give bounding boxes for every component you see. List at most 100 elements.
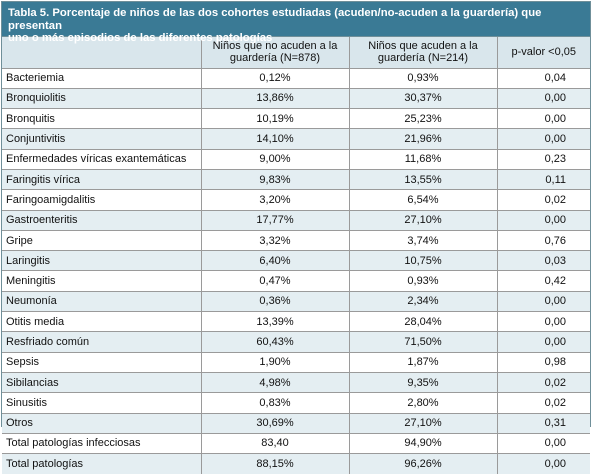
row-label-cell: Otitis media <box>2 311 202 333</box>
p-valor-cell: 0,02 <box>496 392 590 414</box>
p-valor-cell: 0,00 <box>496 128 590 150</box>
p-valor-cell: 0,76 <box>496 229 590 252</box>
guarderia-value-cell: 3,74% <box>348 229 498 252</box>
no-guarderia-value-cell: 83,40 <box>200 432 350 455</box>
guarderia-value-cell: 2,34% <box>348 290 498 313</box>
guarderia-value-cell: 94,90% <box>348 432 498 455</box>
guarderia-value-cell: 9,35% <box>348 371 498 394</box>
row-label-cell: Meningitis <box>2 270 202 292</box>
header-guarderia-line-1: Niños que acuden a la <box>368 40 478 53</box>
table-row: Conjuntivitis 14,10% 21,96% 0,00 <box>2 128 590 150</box>
row-label-cell: Total patologías <box>2 453 202 474</box>
row-label-cell: Laringitis <box>2 250 202 272</box>
p-valor-cell: 0,00 <box>496 331 590 353</box>
guarderia-value-cell: 2,80% <box>348 392 498 414</box>
table-row: Sepsis 1,90% 1,87% 0,98 <box>2 351 590 373</box>
table-row: Neumonía 0,36% 2,34% 0,00 <box>2 290 590 313</box>
guarderia-value-cell: 30,37% <box>348 87 498 110</box>
p-valor-cell: 0,02 <box>496 371 590 394</box>
no-guarderia-value-cell: 0,36% <box>200 290 350 313</box>
no-guarderia-value-cell: 60,43% <box>200 331 350 353</box>
row-label-cell: Total patologías infecciosas <box>2 432 202 455</box>
header-guarderia: Niños que acuden a la guardería (N=214) <box>348 37 498 69</box>
table-row: Faringoamigdalitis 3,20% 6,54% 0,02 <box>2 189 590 211</box>
guarderia-value-cell: 21,96% <box>348 128 498 150</box>
caption-line-2: uno o más episodios de las diferentes pa… <box>8 32 273 44</box>
table-row: Otitis media 13,39% 28,04% 0,00 <box>2 311 590 333</box>
no-guarderia-value-cell: 0,12% <box>200 67 350 89</box>
row-label-cell: Bronquiolitis <box>2 87 202 110</box>
guarderia-value-cell: 27,10% <box>348 209 498 231</box>
guarderia-value-cell: 71,50% <box>348 331 498 353</box>
table-row: Total patologías infecciosas 83,40 94,90% 0… <box>2 432 590 455</box>
row-label-cell: Gripe <box>2 229 202 252</box>
table-row: Bacteriemia 0,12% 0,93% 0,04 <box>2 67 590 89</box>
row-label-cell: Sinusitis <box>2 392 202 414</box>
guarderia-value-cell: 10,75% <box>348 250 498 272</box>
p-valor-cell: 0,00 <box>496 87 590 110</box>
header-no-guarderia: Niños que no acuden a la guardería (N=87… <box>200 37 350 69</box>
header-no-guarderia-line-2: guardería (N=878) <box>229 52 321 65</box>
table-row: Meningitis 0,47% 0,93% 0,42 <box>2 270 590 292</box>
table-row: Gripe 3,32% 3,74% 0,76 <box>2 229 590 252</box>
row-label-cell: Resfriado común <box>2 331 202 353</box>
guarderia-value-cell: 0,93% <box>348 67 498 89</box>
table-row: Sinusitis 0,83% 2,80% 0,02 <box>2 392 590 414</box>
no-guarderia-value-cell: 4,98% <box>200 371 350 394</box>
table-row: Gastroenteritis 17,77% 27,10% 0,00 <box>2 209 590 231</box>
no-guarderia-value-cell: 3,20% <box>200 189 350 211</box>
p-valor-cell: 0,11 <box>496 168 590 191</box>
p-valor-cell: 0,00 <box>496 453 590 474</box>
p-valor-cell: 0,23 <box>496 148 590 170</box>
table-caption: Tabla 5. Porcentaje de niños de las dos … <box>2 2 590 44</box>
p-valor-cell: 0,00 <box>496 311 590 333</box>
row-label-cell: Otros <box>2 412 202 434</box>
p-valor-cell: 0,02 <box>496 189 590 211</box>
no-guarderia-value-cell: 88,15% <box>200 453 350 474</box>
p-valor-cell: 0,00 <box>496 290 590 313</box>
row-label-cell: Neumonía <box>2 290 202 313</box>
no-guarderia-value-cell: 0,47% <box>200 270 350 292</box>
no-guarderia-value-cell: 9,00% <box>200 148 350 170</box>
guarderia-value-cell: 96,26% <box>348 453 498 474</box>
guarderia-value-cell: 27,10% <box>348 412 498 434</box>
guarderia-value-cell: 6,54% <box>348 189 498 211</box>
p-valor-cell: 0,31 <box>496 412 590 434</box>
p-valor-cell: 0,42 <box>496 270 590 292</box>
p-valor-cell: 0,04 <box>496 67 590 89</box>
no-guarderia-value-cell: 13,86% <box>200 87 350 110</box>
no-guarderia-value-cell: 9,83% <box>200 168 350 191</box>
guarderia-value-cell: 25,23% <box>348 108 498 130</box>
guarderia-value-cell: 11,68% <box>348 148 498 170</box>
header-guarderia-line-2: guardería (N=214) <box>377 52 469 65</box>
no-guarderia-value-cell: 6,40% <box>200 250 350 272</box>
header-no-guarderia-line-1: Niños que no acuden a la <box>212 40 338 53</box>
guarderia-value-cell: 28,04% <box>348 311 498 333</box>
data-table: Niños que no acuden a la guardería (N=87… <box>2 37 590 474</box>
no-guarderia-value-cell: 1,90% <box>200 351 350 373</box>
no-guarderia-value-cell: 0,83% <box>200 392 350 414</box>
row-label-cell: Sepsis <box>2 351 202 373</box>
caption-line-1: Tabla 5. Porcentaje de niños de las dos … <box>8 7 542 32</box>
row-label-cell: Faringitis vírica <box>2 168 202 191</box>
p-valor-cell: 0,00 <box>496 432 590 455</box>
no-guarderia-value-cell: 14,10% <box>200 128 350 150</box>
row-label-cell: Conjuntivitis <box>2 128 202 150</box>
table-row: Bronquiolitis 13,86% 30,37% 0,00 <box>2 87 590 110</box>
row-label-cell: Gastroenteritis <box>2 209 202 231</box>
guarderia-value-cell: 13,55% <box>348 168 498 191</box>
p-valor-cell: 0,00 <box>496 209 590 231</box>
table-row: Total patologías 88,15% 96,26% 0,00 <box>2 453 590 474</box>
row-label-cell: Bronquitis <box>2 108 202 130</box>
row-label-cell: Bacteriemia <box>2 67 202 89</box>
p-valor-cell: 0,00 <box>496 108 590 130</box>
table-row: Enfermedades víricas exantemáticas 9,00% 1… <box>2 148 590 170</box>
row-label-cell: Sibilancias <box>2 371 202 394</box>
row-label-cell: Enfermedades víricas exantemáticas <box>2 148 202 170</box>
table-row: Laringitis 6,40% 10,75% 0,03 <box>2 250 590 272</box>
no-guarderia-value-cell: 17,77% <box>200 209 350 231</box>
table-body: Bacteriemia 0,12% 0,93% 0,04 Bronquiolitis 13… <box>2 67 590 474</box>
table-row: Resfriado común 60,43% 71,50% 0,00 <box>2 331 590 353</box>
p-valor-cell: 0,03 <box>496 250 590 272</box>
